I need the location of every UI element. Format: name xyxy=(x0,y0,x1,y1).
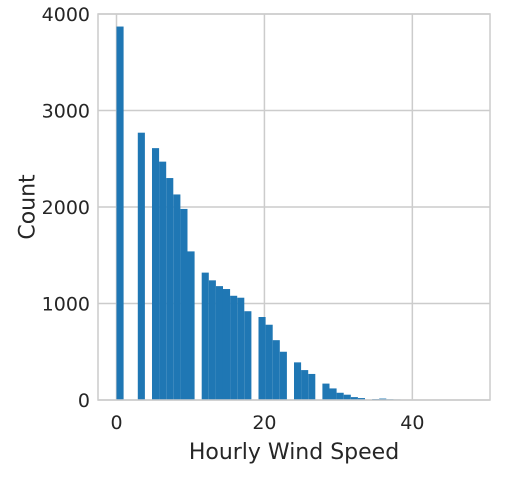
y-tick-label: 1000 xyxy=(42,294,90,316)
histogram-bar xyxy=(329,388,337,400)
histogram-bars xyxy=(116,26,472,401)
x-axis-title: Hourly Wind Speed xyxy=(189,440,399,465)
histogram-bar xyxy=(244,311,252,400)
histogram-bar xyxy=(173,194,181,400)
histogram-bar xyxy=(201,272,209,400)
y-tick-label: 0 xyxy=(78,390,90,412)
histogram-bar xyxy=(308,373,316,400)
histogram-bar xyxy=(301,370,309,400)
x-tick-label: 0 xyxy=(110,412,122,434)
histogram-bar xyxy=(166,178,174,400)
y-tick-label: 4000 xyxy=(42,4,90,26)
histogram-bar xyxy=(272,340,280,400)
histogram-bar xyxy=(336,392,344,400)
histogram-bar xyxy=(322,383,330,400)
histogram-bar xyxy=(237,297,245,400)
histogram-bar xyxy=(222,289,231,400)
histogram-bar xyxy=(258,317,266,400)
histogram-bar xyxy=(208,280,216,400)
y-axis-title: Count xyxy=(16,174,41,240)
histogram-bar xyxy=(159,161,167,400)
histogram-bar xyxy=(350,397,358,400)
histogram-bar xyxy=(116,26,124,400)
histogram-bar xyxy=(215,286,223,400)
x-tick-labels: 0 20 40 xyxy=(110,412,424,434)
y-tick-label: 3000 xyxy=(42,101,90,123)
histogram-bar xyxy=(279,351,287,400)
x-tick-label: 20 xyxy=(252,412,276,434)
histogram-bar xyxy=(265,324,273,400)
y-tick-label: 2000 xyxy=(42,197,90,219)
x-tick-label: 40 xyxy=(400,412,424,434)
histogram-bar xyxy=(137,132,145,400)
histogram-bar xyxy=(151,148,160,400)
histogram-bar xyxy=(180,208,188,400)
histogram-bar xyxy=(294,362,302,400)
plot-frame xyxy=(97,13,491,401)
histogram-bar xyxy=(343,394,351,400)
histogram-bar xyxy=(230,295,238,400)
y-tick-labels: 0 1000 2000 3000 4000 xyxy=(42,4,90,412)
histogram-bar xyxy=(187,251,195,400)
histogram-bar xyxy=(357,398,366,400)
